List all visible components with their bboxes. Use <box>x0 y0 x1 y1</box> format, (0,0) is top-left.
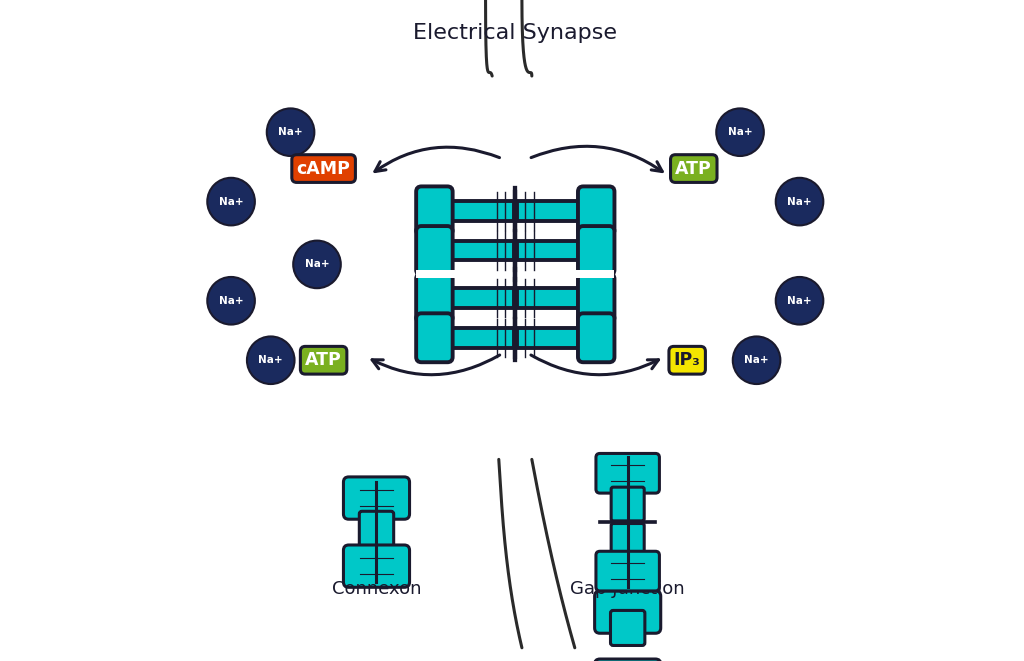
FancyBboxPatch shape <box>596 551 659 591</box>
Circle shape <box>247 336 295 384</box>
Text: Na+: Na+ <box>728 127 753 137</box>
FancyBboxPatch shape <box>610 611 645 645</box>
Circle shape <box>776 178 823 225</box>
Text: Na+: Na+ <box>787 295 812 306</box>
FancyBboxPatch shape <box>517 241 584 260</box>
Circle shape <box>733 336 780 384</box>
FancyBboxPatch shape <box>359 512 393 553</box>
Text: Na+: Na+ <box>305 259 330 270</box>
Circle shape <box>267 108 314 156</box>
FancyBboxPatch shape <box>611 487 644 521</box>
FancyBboxPatch shape <box>596 453 659 493</box>
FancyBboxPatch shape <box>611 524 644 557</box>
Text: cAMP: cAMP <box>297 159 350 178</box>
FancyBboxPatch shape <box>517 328 584 348</box>
FancyBboxPatch shape <box>517 201 584 221</box>
Text: Na+: Na+ <box>787 196 812 207</box>
FancyBboxPatch shape <box>416 313 453 362</box>
FancyBboxPatch shape <box>578 313 614 362</box>
Circle shape <box>776 277 823 325</box>
FancyBboxPatch shape <box>447 201 514 221</box>
FancyBboxPatch shape <box>578 226 614 275</box>
Text: Gap Junction: Gap Junction <box>570 580 685 598</box>
FancyBboxPatch shape <box>578 274 614 323</box>
Circle shape <box>716 108 764 156</box>
Circle shape <box>207 178 255 225</box>
FancyBboxPatch shape <box>343 477 410 520</box>
Text: Na+: Na+ <box>258 355 283 366</box>
Text: ATP: ATP <box>305 351 342 369</box>
FancyBboxPatch shape <box>416 270 614 278</box>
FancyBboxPatch shape <box>517 288 584 308</box>
FancyBboxPatch shape <box>416 226 453 275</box>
Text: Connexon: Connexon <box>332 580 421 598</box>
Text: IP₃: IP₃ <box>674 351 700 369</box>
FancyBboxPatch shape <box>447 328 514 348</box>
Text: Na+: Na+ <box>744 355 769 366</box>
FancyBboxPatch shape <box>578 186 614 235</box>
Text: Na+: Na+ <box>219 196 244 207</box>
FancyBboxPatch shape <box>343 545 410 587</box>
Circle shape <box>293 241 341 288</box>
Circle shape <box>207 277 255 325</box>
FancyBboxPatch shape <box>595 659 660 661</box>
FancyBboxPatch shape <box>416 186 453 235</box>
FancyBboxPatch shape <box>416 274 453 323</box>
Text: Electrical Synapse: Electrical Synapse <box>414 23 617 43</box>
Text: ATP: ATP <box>676 159 712 178</box>
FancyBboxPatch shape <box>595 591 660 633</box>
FancyBboxPatch shape <box>447 288 514 308</box>
FancyBboxPatch shape <box>447 241 514 260</box>
Text: Na+: Na+ <box>219 295 244 306</box>
Text: Na+: Na+ <box>279 127 303 137</box>
